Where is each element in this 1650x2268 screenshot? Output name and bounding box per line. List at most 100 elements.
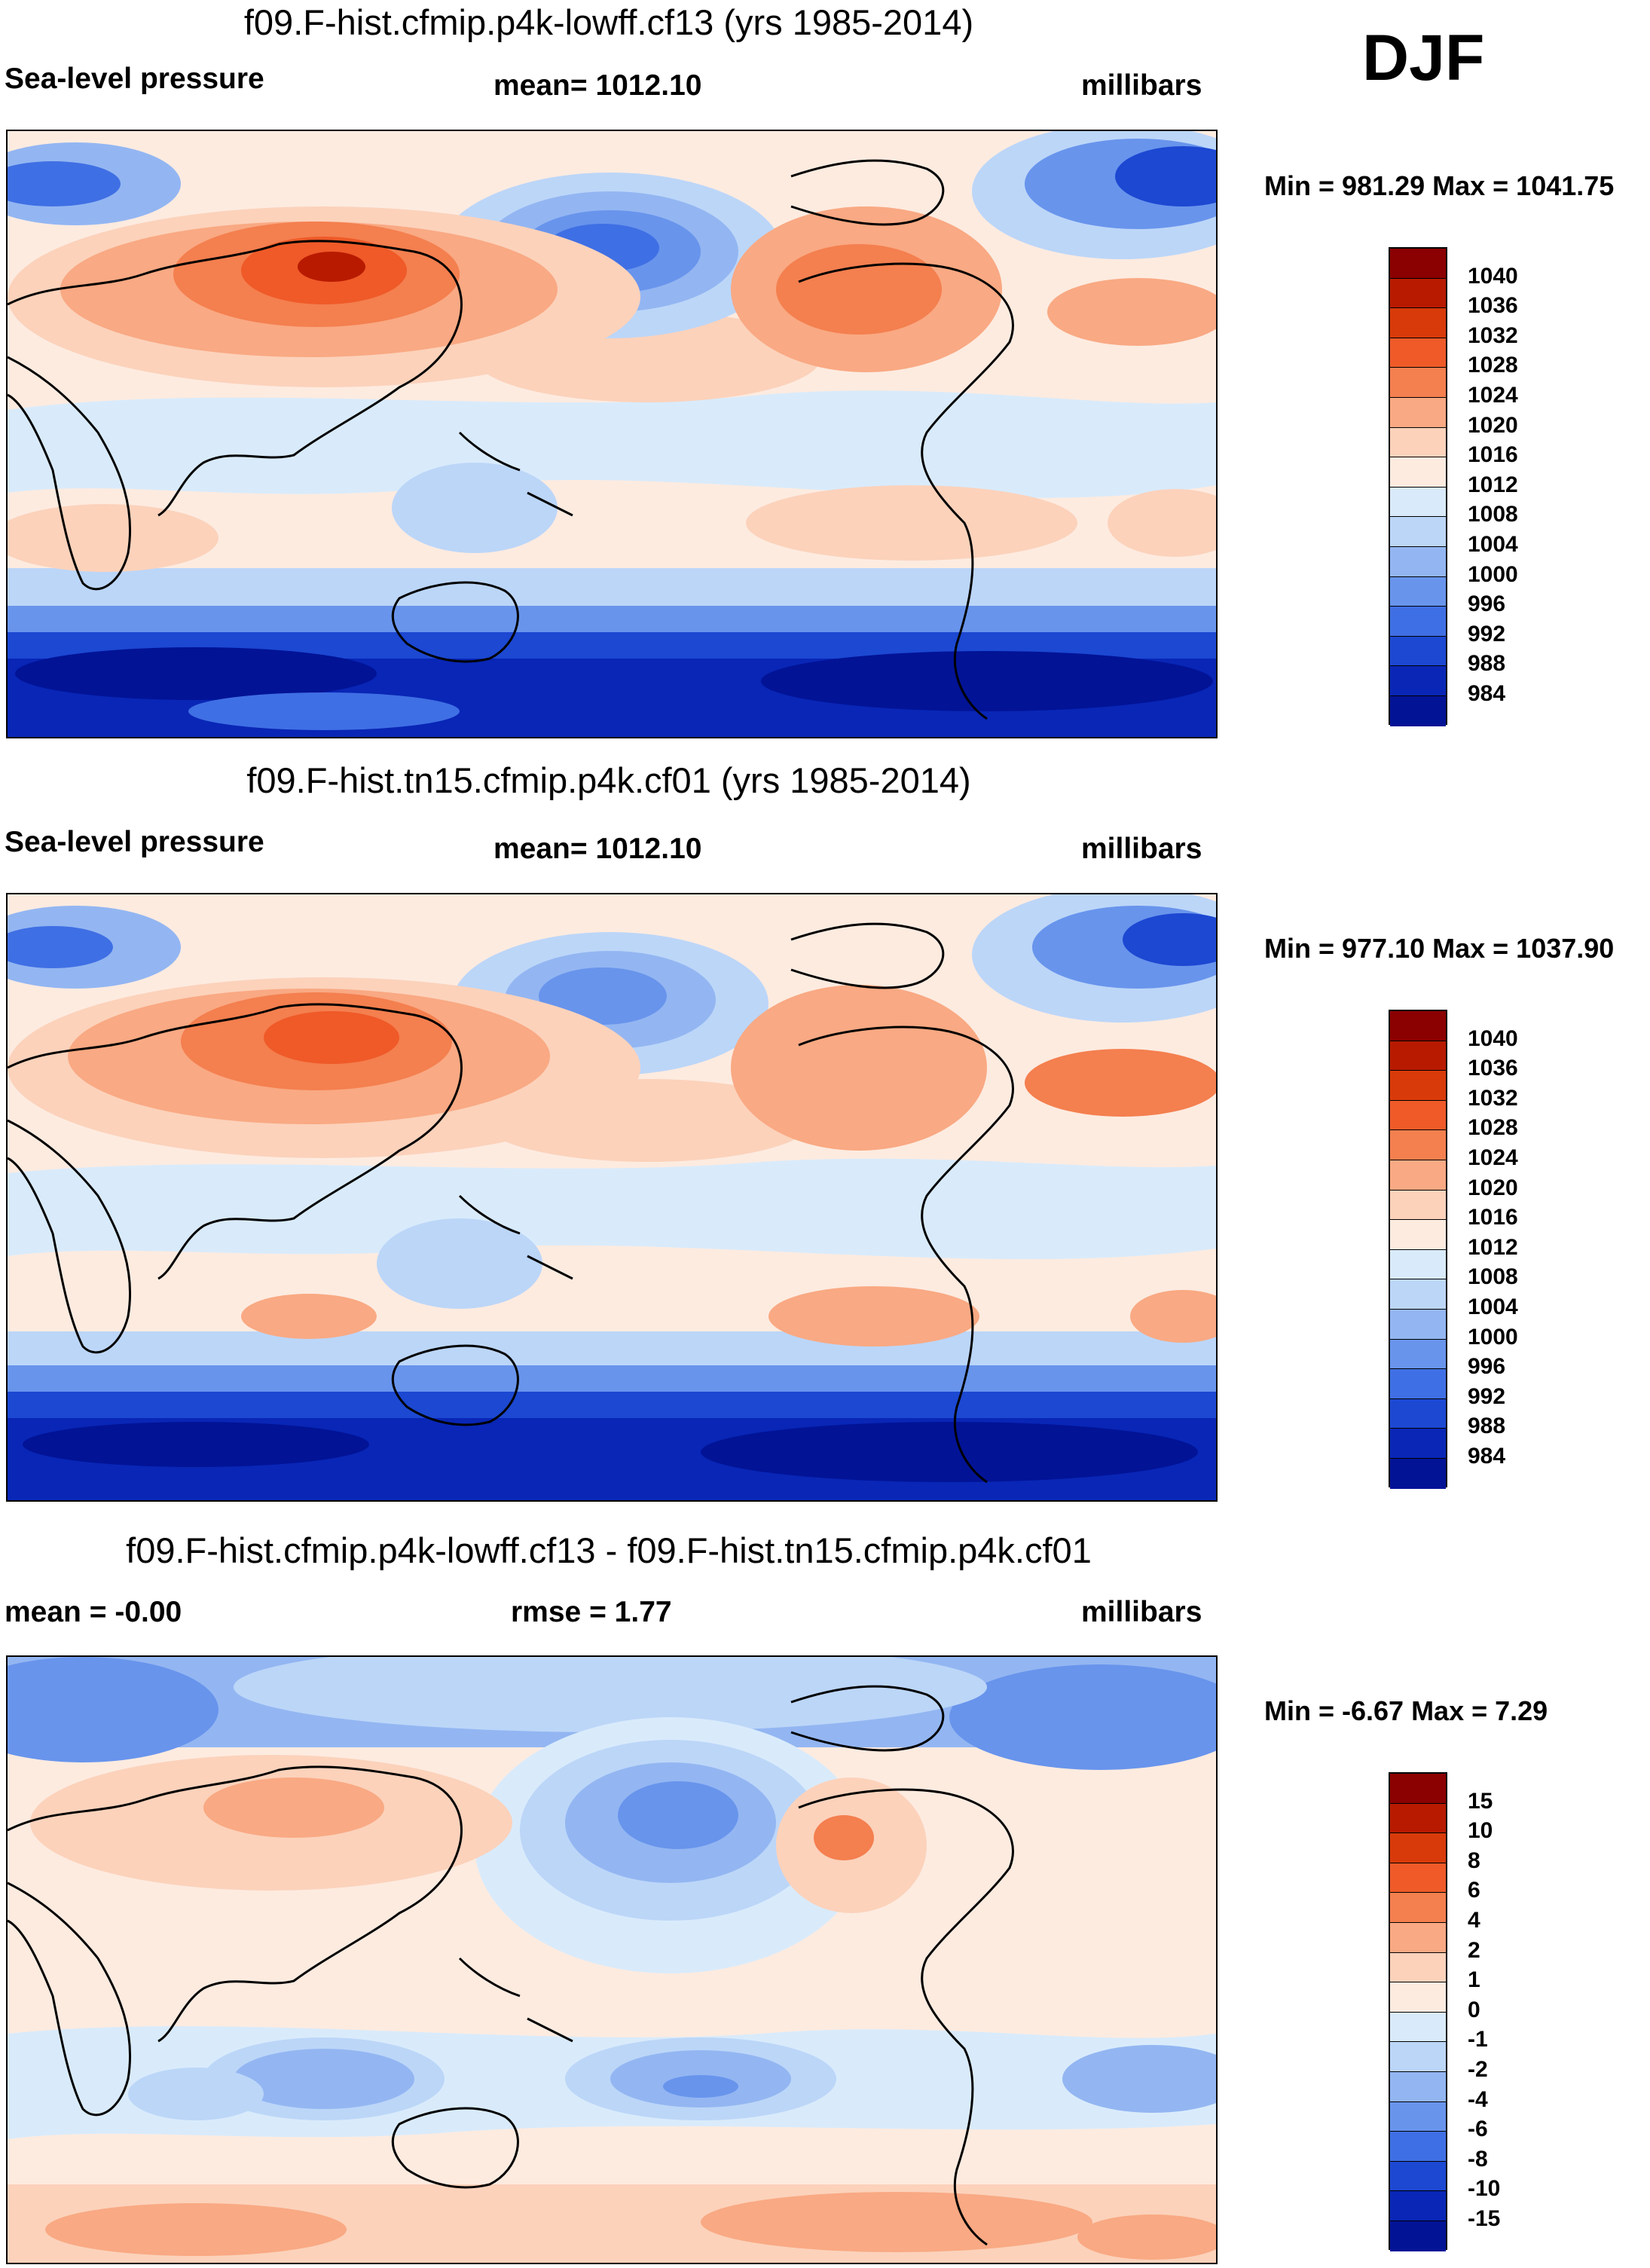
- colorbar-tick-label: 15: [1468, 1788, 1493, 1814]
- panel-units-label: millibars: [1081, 1596, 1202, 1628]
- colorbar-top: [1389, 247, 1447, 726]
- colorbar-swatch: [1390, 1011, 1446, 1041]
- panel-title-middle: f09.F-hist.tn15.cfmip.p4k.cf01 (yrs 1985…: [246, 760, 971, 800]
- colorbar-swatch: [1390, 517, 1446, 547]
- colorbar-swatch: [1390, 1220, 1446, 1250]
- colorbar-swatch: [1390, 1279, 1446, 1310]
- colorbar-tick-label: 1028: [1468, 353, 1518, 378]
- colorbar-tick-label: 1008: [1468, 1264, 1518, 1290]
- colorbar-tick-label: 1008: [1468, 502, 1518, 527]
- colorbar-tick-label: 988: [1468, 651, 1506, 677]
- colorbar-tick-label: 1036: [1468, 293, 1518, 319]
- colorbar-tick-label: 1: [1468, 1967, 1480, 1993]
- panel-mean-label: mean = -0.00: [5, 1596, 182, 1628]
- coastlines: [8, 159, 1014, 720]
- colorbar-swatch: [1390, 2132, 1446, 2162]
- colorbar-swatch: [1390, 1398, 1446, 1429]
- colorbar-swatch: [1390, 2161, 1446, 2192]
- colorbar-swatch: [1390, 397, 1446, 428]
- colorbar-swatch: [1390, 2012, 1446, 2043]
- colorbar-swatch: [1390, 2042, 1446, 2072]
- panel-mean-label: mean= 1012.10: [493, 833, 702, 865]
- panel-mean-label: mean= 1012.10: [493, 69, 702, 102]
- colorbar-swatch: [1390, 2221, 1446, 2251]
- colorbar-tick-label: 1024: [1468, 383, 1518, 408]
- colorbar-tick-label: 988: [1468, 1414, 1506, 1439]
- colorbar-swatch: [1390, 1982, 1446, 2013]
- coastlines: [8, 1685, 1014, 2246]
- colorbar-swatch: [1390, 1160, 1446, 1191]
- colorbar-swatch: [1390, 1190, 1446, 1221]
- map-panel-difference: [6, 1655, 1218, 2264]
- colorbar-tick-label: 8: [1468, 1848, 1480, 1873]
- map-panel-middle: [6, 893, 1218, 1502]
- panel-units-label: millibars: [1081, 833, 1202, 865]
- map-panel-top: [6, 130, 1218, 738]
- colorbar-tick-label: 992: [1468, 621, 1506, 646]
- colorbar-swatch: [1390, 1922, 1446, 1953]
- colorbar-tick-label: 1032: [1468, 1085, 1518, 1111]
- coastlines: [8, 922, 1014, 1484]
- colorbar-swatch: [1390, 1071, 1446, 1101]
- colorbar-swatch: [1390, 2071, 1446, 2102]
- colorbar-tick-label: 984: [1468, 1444, 1506, 1469]
- panel-title-top: f09.F-hist.cfmip.p4k-lowff.cf13 (yrs 198…: [243, 2, 974, 42]
- colorbar-tick-label: 0: [1468, 1997, 1480, 2022]
- colorbar-swatch: [1390, 1893, 1446, 1923]
- colorbar-swatch: [1390, 666, 1446, 696]
- panel-rmse-label: rmse = 1.77: [511, 1596, 672, 1628]
- panel-minmax-label: Min = 977.10 Max = 1037.90: [1264, 933, 1615, 964]
- colorbar-swatch: [1390, 576, 1446, 607]
- colorbar-swatch: [1390, 1774, 1446, 1804]
- colorbar-swatch: [1390, 1952, 1446, 1983]
- colorbar-swatch: [1390, 1458, 1446, 1489]
- panel-minmax-label: Min = 981.29 Max = 1041.75: [1264, 170, 1615, 201]
- colorbar-swatch: [1390, 607, 1446, 637]
- colorbar-swatch: [1390, 1309, 1446, 1340]
- colorbar-middle: [1389, 1010, 1447, 1489]
- colorbar-tick-label: -2: [1468, 2057, 1488, 2082]
- colorbar-tick-label: 992: [1468, 1383, 1506, 1409]
- panel-units-label: millibars: [1081, 69, 1202, 102]
- colorbar-swatch: [1390, 368, 1446, 398]
- colorbar-tick-label: -8: [1468, 2146, 1488, 2172]
- colorbar-swatch: [1390, 487, 1446, 518]
- colorbar-tick-label: 6: [1468, 1878, 1480, 1903]
- colorbar-tick-label: 1012: [1468, 1234, 1518, 1260]
- colorbar-swatch: [1390, 1803, 1446, 1834]
- colorbar-swatch: [1390, 1339, 1446, 1370]
- colorbar-tick-label: 1036: [1468, 1056, 1518, 1081]
- colorbar-tick-label: 10: [1468, 1818, 1493, 1844]
- colorbar-tick-label: 1016: [1468, 442, 1518, 468]
- colorbar-swatch: [1390, 278, 1446, 309]
- colorbar-swatch: [1390, 308, 1446, 338]
- colorbar-tick-label: 1024: [1468, 1145, 1518, 1170]
- colorbar-tick-label: 996: [1468, 1354, 1506, 1380]
- colorbar-swatch: [1390, 1130, 1446, 1160]
- panel-variable-label: Sea-level pressure: [5, 826, 264, 858]
- colorbar-swatch: [1390, 1429, 1446, 1459]
- colorbar-tick-label: 1016: [1468, 1205, 1518, 1230]
- colorbar-tick-label: 1020: [1468, 412, 1518, 438]
- colorbar-swatch: [1390, 249, 1446, 279]
- season-label: DJF: [1362, 22, 1485, 94]
- colorbar-swatch: [1390, 2101, 1446, 2132]
- colorbar-tick-label: 1040: [1468, 263, 1518, 289]
- colorbar-difference: [1389, 1772, 1447, 2251]
- colorbar-swatch: [1390, 636, 1446, 667]
- colorbar-swatch: [1390, 1833, 1446, 1863]
- colorbar-tick-label: -15: [1468, 2206, 1501, 2231]
- colorbar-swatch: [1390, 1863, 1446, 1894]
- colorbar-tick-label: 996: [1468, 591, 1506, 617]
- colorbar-swatch: [1390, 695, 1446, 726]
- colorbar-tick-label: 1040: [1468, 1025, 1518, 1051]
- panel-title-difference: f09.F-hist.cfmip.p4k-lowff.cf13 - f09.F-…: [126, 1530, 1092, 1570]
- colorbar-tick-label: 984: [1468, 681, 1506, 706]
- colorbar-swatch: [1390, 1041, 1446, 1071]
- colorbar-swatch: [1390, 546, 1446, 577]
- colorbar-swatch: [1390, 1100, 1446, 1131]
- colorbar-tick-label: 1012: [1468, 472, 1518, 497]
- colorbar-tick-label: 2: [1468, 1937, 1480, 1963]
- panel-variable-label: Sea-level pressure: [5, 63, 264, 95]
- colorbar-swatch: [1390, 2191, 1446, 2221]
